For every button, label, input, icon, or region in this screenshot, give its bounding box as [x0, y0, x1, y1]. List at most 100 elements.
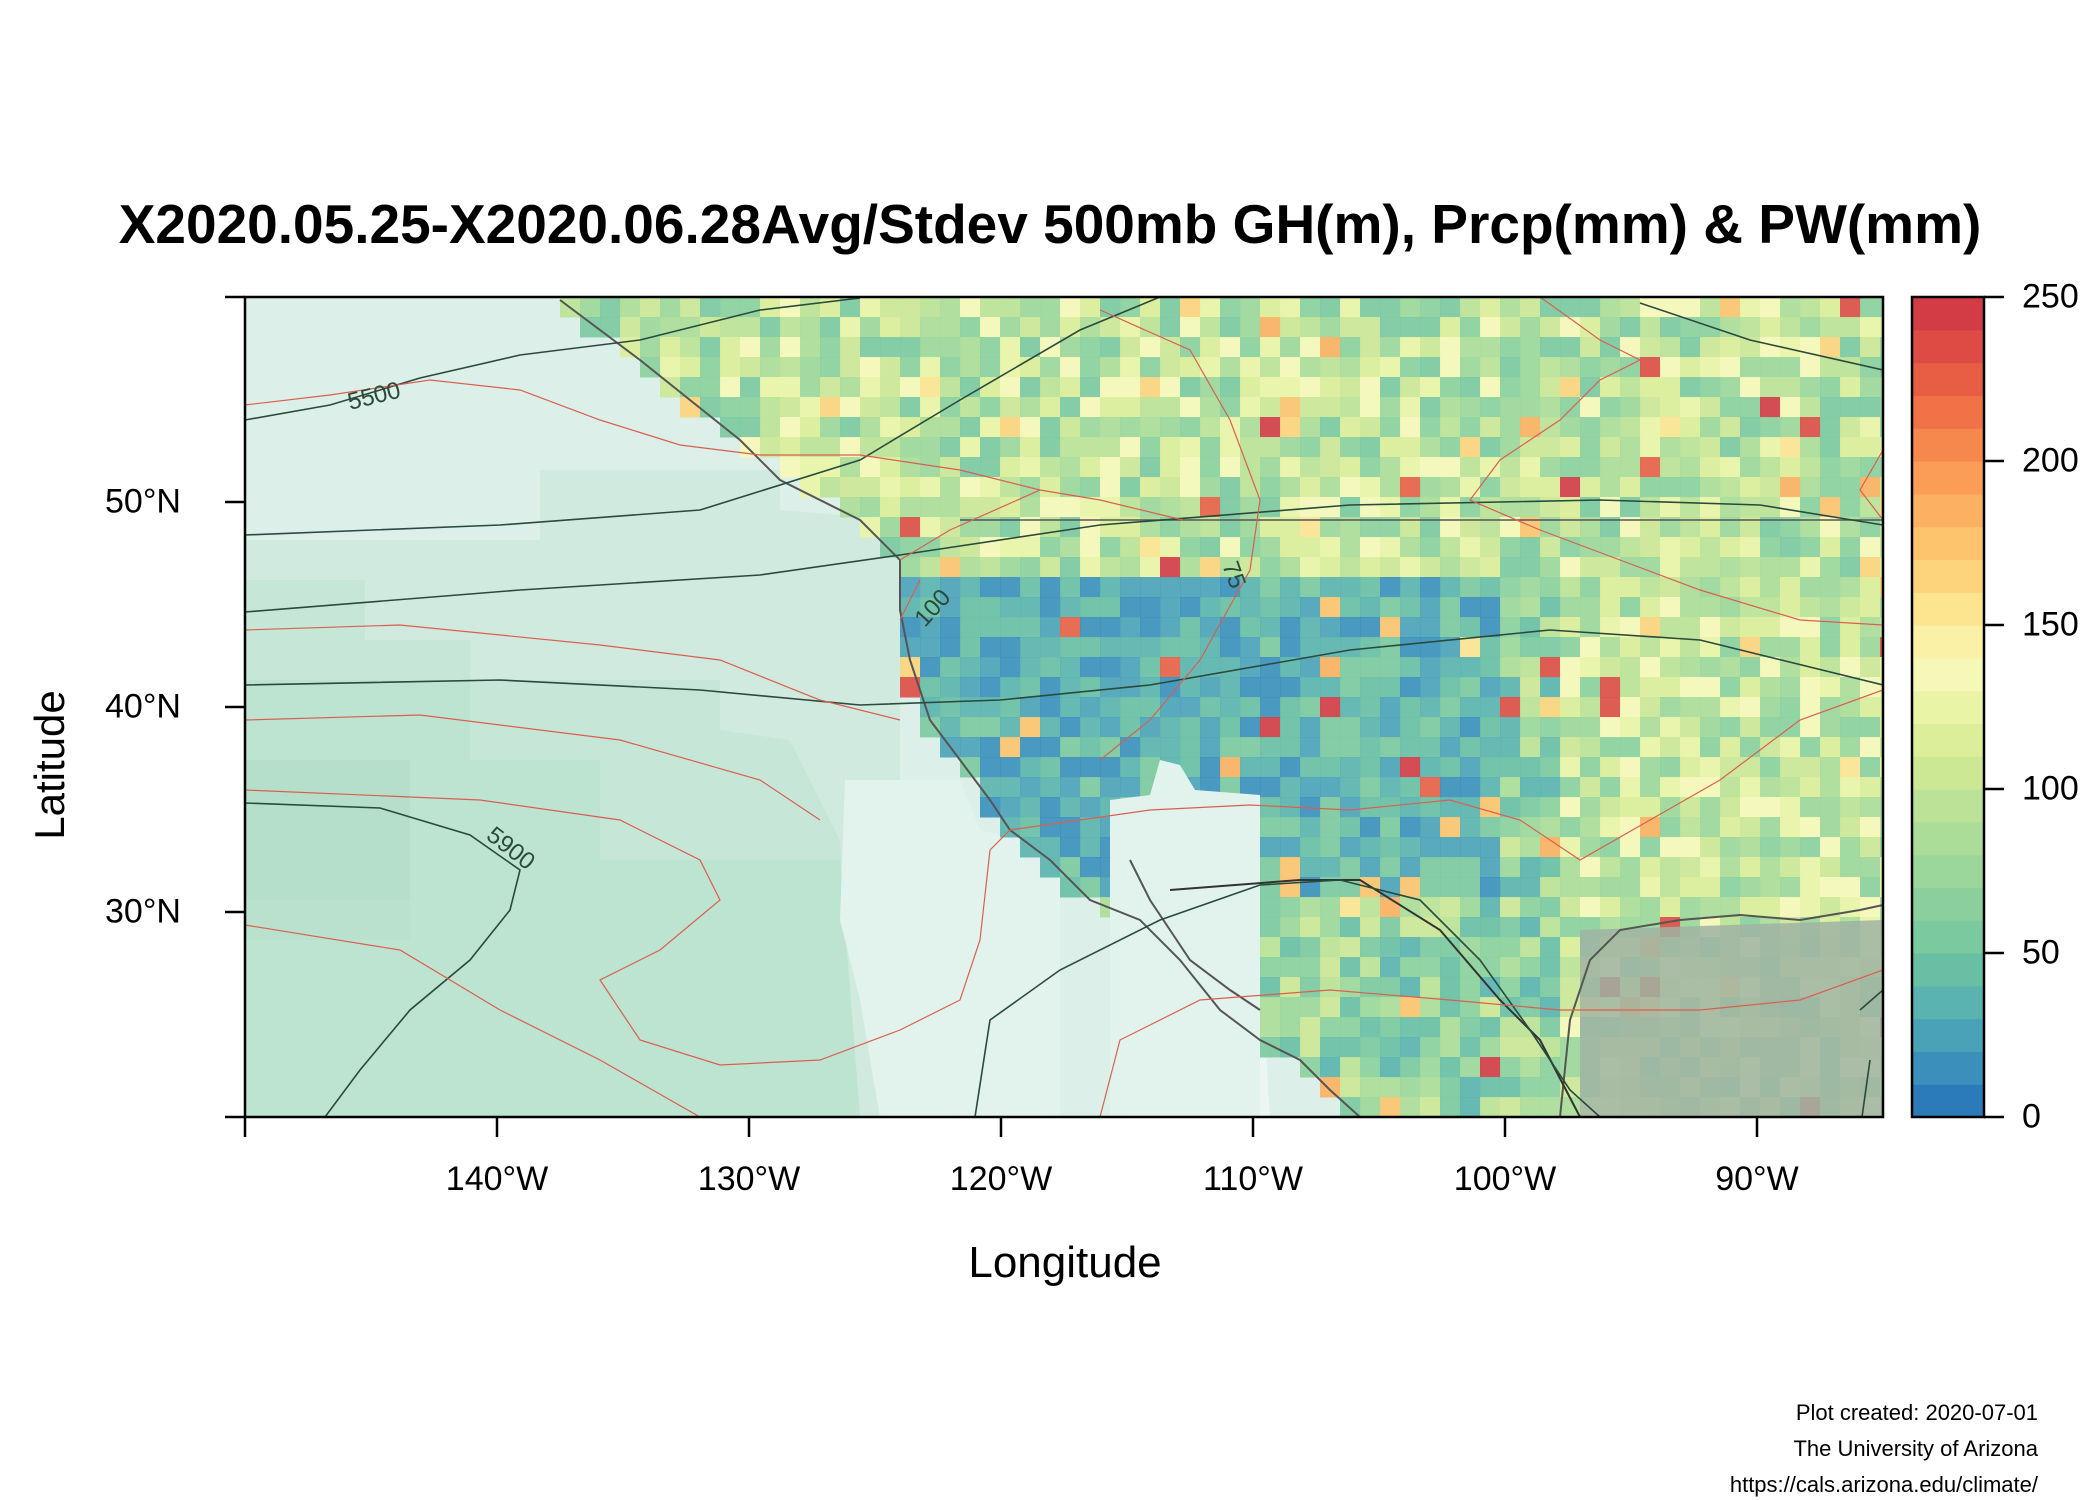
- precip-cell: [1540, 697, 1561, 718]
- precip-cell: [1120, 357, 1141, 378]
- precip-cell: [1260, 597, 1281, 618]
- precip-cell: [1840, 877, 1861, 898]
- precip-cell: [1740, 817, 1761, 838]
- precip-cell: [1780, 417, 1801, 438]
- precip-cell: [1540, 757, 1561, 778]
- precip-cell: [1280, 297, 1301, 318]
- precip-cell: [1600, 377, 1621, 398]
- precip-cell: [1520, 457, 1541, 478]
- precip-cell: [1140, 637, 1161, 658]
- precip-cell: [1760, 517, 1781, 538]
- precip-cell: [1740, 797, 1761, 818]
- precip-cell: [1380, 837, 1401, 858]
- precip-cell: [1560, 897, 1581, 918]
- precip-cell: [1300, 777, 1321, 798]
- precip-cell: [1460, 837, 1481, 858]
- precip-cell: [1260, 737, 1281, 758]
- precip-cell: [1880, 657, 1883, 678]
- precip-cell: [1760, 717, 1781, 738]
- precip-cell: [900, 377, 921, 398]
- precip-cell: [1240, 777, 1261, 798]
- precip-cell: [1660, 557, 1681, 578]
- precip-cell: [1080, 477, 1101, 498]
- precip-cell: [1660, 797, 1681, 818]
- colorbar-tick-label: 150: [2022, 605, 2079, 644]
- precip-cell: [1000, 297, 1021, 318]
- precip-cell: [1640, 577, 1661, 598]
- precip-cell: [1040, 437, 1061, 458]
- precip-cell: [1000, 497, 1021, 518]
- precip-cell: [1580, 797, 1601, 818]
- precip-cell: [1460, 1037, 1481, 1058]
- precip-cell: [1800, 677, 1821, 698]
- precip-cell: [1560, 717, 1581, 738]
- precip-cell: [1860, 437, 1881, 458]
- precip-cell: [1780, 777, 1801, 798]
- precip-cell: [1620, 297, 1641, 318]
- precip-cell: [1700, 377, 1721, 398]
- precip-cell: [900, 477, 921, 498]
- precip-cell: [1380, 317, 1401, 338]
- precip-cell: [1480, 557, 1501, 578]
- precip-cell: [1800, 357, 1821, 378]
- colorbar-swatch: [1912, 1051, 1984, 1085]
- precip-cell: [1060, 777, 1081, 798]
- precip-cell: [1880, 337, 1883, 358]
- precip-cell: [1180, 717, 1201, 738]
- precip-cell: [900, 557, 921, 578]
- precip-cell: [1620, 537, 1641, 558]
- precip-cell: [1680, 377, 1701, 398]
- precip-cell: [960, 437, 981, 458]
- precip-cell: [1760, 837, 1781, 858]
- precip-cell: [1640, 777, 1661, 798]
- precip-cell: [1520, 717, 1541, 738]
- precip-cell: [1520, 1077, 1541, 1098]
- precip-cell: [1700, 597, 1721, 618]
- precip-cell: [1340, 517, 1361, 538]
- precip-cell: [1480, 317, 1501, 338]
- precip-cell: [920, 437, 941, 458]
- precip-cell: [1000, 637, 1021, 658]
- precip-cell: [1880, 897, 1883, 918]
- precip-cell: [1640, 877, 1661, 898]
- precip-cell: [1260, 937, 1281, 958]
- precip-cell: [900, 597, 921, 618]
- precip-cell: [980, 317, 1001, 338]
- precip-cell: [1640, 637, 1661, 658]
- precip-cell: [1420, 497, 1441, 518]
- precip-cell: [1420, 897, 1441, 918]
- precip-cell: [1380, 877, 1401, 898]
- precip-cell: [1200, 757, 1221, 778]
- precip-cell: [1280, 697, 1301, 718]
- precip-cell: [1820, 657, 1841, 678]
- precip-cell: [1620, 377, 1641, 398]
- precip-cell: [1700, 697, 1721, 718]
- precip-cell: [1740, 377, 1761, 398]
- precip-cell: [1320, 477, 1341, 498]
- precip-cell: [1100, 397, 1121, 418]
- precip-cell: [1800, 617, 1821, 638]
- precip-cell: [1700, 417, 1721, 438]
- precip-cell: [1340, 417, 1361, 438]
- precip-cell: [1620, 877, 1641, 898]
- precip-cell: [1620, 457, 1641, 478]
- precip-cell: [940, 437, 961, 458]
- precip-cell: [1720, 317, 1741, 338]
- precip-cell: [1060, 457, 1081, 478]
- precip-cell: [1020, 577, 1041, 598]
- precip-cell: [1300, 977, 1321, 998]
- precip-cell: [1400, 917, 1421, 938]
- precip-cell: [1820, 477, 1841, 498]
- precip-cell: [1540, 457, 1561, 478]
- precip-cell: [1880, 457, 1883, 478]
- precip-cell: [1840, 897, 1861, 918]
- precip-cell: [1400, 397, 1421, 418]
- precip-cell: [1640, 357, 1661, 378]
- precip-cell: [1200, 457, 1221, 478]
- precip-cell: [1500, 617, 1521, 638]
- precip-cell: [1040, 797, 1061, 818]
- precip-cell: [1320, 357, 1341, 378]
- precip-cell: [980, 597, 1001, 618]
- precip-cell: [1600, 717, 1621, 738]
- precip-cell: [1100, 477, 1121, 498]
